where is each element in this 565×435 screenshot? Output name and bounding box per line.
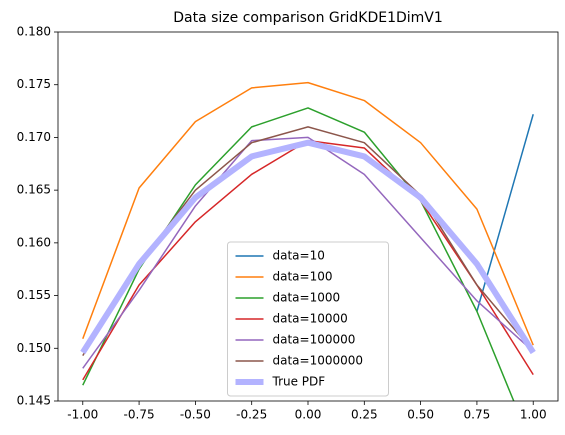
plot-area	[80, 81, 536, 401]
x-tick-label: 1.00	[520, 408, 547, 422]
legend-label: data=100	[273, 270, 333, 284]
y-tick-label: 0.155	[17, 288, 51, 302]
legend-label: True PDF	[272, 375, 326, 389]
y-tick-label: 0.160	[17, 235, 51, 249]
y-tick-label: 0.165	[17, 183, 51, 197]
y-tick-label: 0.180	[17, 25, 51, 39]
series-line	[82, 81, 534, 346]
x-tick-label: 0.25	[351, 408, 378, 422]
x-tick-label: -0.25	[236, 408, 267, 422]
legend-label: data=1000000	[273, 354, 364, 368]
x-tick-label: 0.75	[464, 408, 491, 422]
y-tick-label: 0.145	[17, 394, 51, 408]
x-tick-label: 0.00	[295, 408, 322, 422]
series-line	[80, 139, 536, 355]
y-tick-label: 0.175	[17, 77, 51, 91]
series-line	[82, 136, 534, 369]
x-tick-label: -0.50	[180, 408, 211, 422]
legend-label: data=10000	[273, 312, 348, 326]
y-tick-label: 0.150	[17, 341, 51, 355]
legend-label: data=10	[273, 249, 325, 263]
chart-title: Data size comparison GridKDE1DimV1	[173, 10, 443, 26]
x-tick-label: 0.50	[407, 408, 434, 422]
legend-label: data=100000	[273, 333, 356, 347]
legend-label: data=1000	[273, 291, 341, 305]
legend-box	[227, 241, 389, 397]
x-tick-label: -1.00	[67, 408, 98, 422]
y-tick-label: 0.170	[17, 130, 51, 144]
x-tick-label: -0.75	[124, 408, 155, 422]
